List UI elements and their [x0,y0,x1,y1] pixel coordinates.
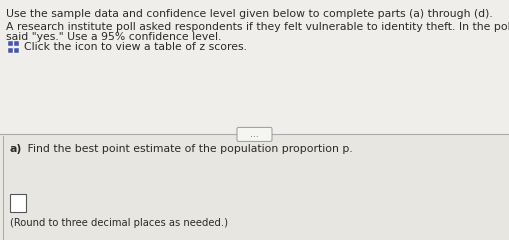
Text: A research institute poll asked respondents if they felt vulnerable to identity : A research institute poll asked responde… [6,22,509,32]
Bar [10,194,26,212]
Text: (Round to three decimal places as needed.): (Round to three decimal places as needed… [10,218,228,228]
Bar [14,48,19,53]
Text: said "yes." Use a 95% confidence level.: said "yes." Use a 95% confidence level. [6,32,221,42]
Text: Use the sample data and confidence level given below to complete parts (a) throu: Use the sample data and confidence level… [6,9,493,19]
Bar [8,48,13,53]
Bar [0,134,509,240]
Text: ...: ... [250,130,259,139]
Text: a): a) [10,144,22,154]
Bar [14,41,19,46]
Bar [0,0,509,134]
Text: Find the best point estimate of the population proportion p.: Find the best point estimate of the popu… [24,144,353,154]
FancyBboxPatch shape [237,127,272,141]
Bar [8,41,13,46]
Text: Click the icon to view a table of z scores.: Click the icon to view a table of z scor… [24,42,247,52]
Bar [3,136,5,240]
